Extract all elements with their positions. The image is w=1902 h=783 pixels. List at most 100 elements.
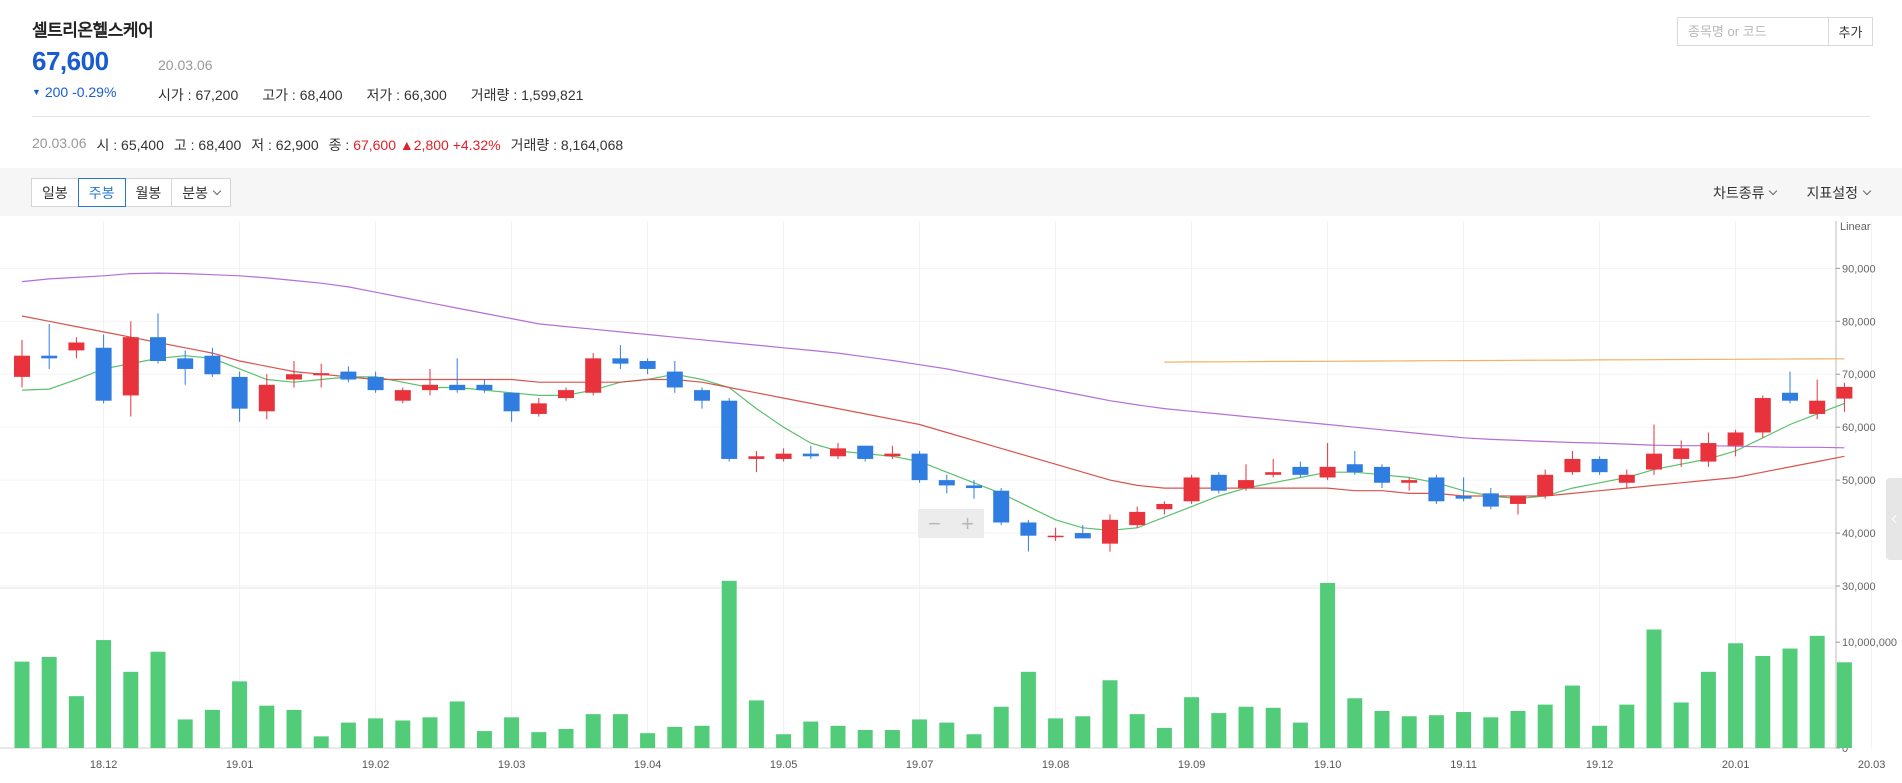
volume-bar: [531, 732, 547, 748]
side-panel-toggle[interactable]: [1886, 478, 1902, 560]
volume-bar: [776, 734, 792, 748]
volume-bar: [912, 719, 928, 748]
chevron-down-icon: [212, 186, 222, 195]
chart-options: 차트종류 지표설정: [1712, 183, 1872, 203]
candle-body: [721, 400, 738, 459]
volume-bar: [504, 717, 520, 748]
candle-body: [258, 384, 275, 412]
candle-body: [340, 371, 357, 380]
candle-body: [394, 390, 411, 401]
x-tick-label: 20.03: [1858, 759, 1886, 771]
candle-body: [95, 347, 112, 401]
volume-bar: [177, 719, 193, 748]
ohlc-high: 고가 : 68,400: [262, 87, 343, 103]
price-chart[interactable]: Linear 30,000 40,000 50,000 60,000 70,000 80,0…: [0, 216, 1902, 783]
period-buttons: 일봉 주봉 월봉 분봉: [31, 178, 232, 207]
summary-close: 종 : 67,600 ▲2,800 +4.32%: [328, 137, 501, 153]
volume-bar: [1456, 712, 1472, 748]
candle-body: [1401, 480, 1418, 483]
candle-body: [585, 358, 602, 393]
volume-bar: [1048, 718, 1064, 748]
candle-body: [231, 376, 248, 409]
candle-body: [1047, 535, 1064, 538]
volume-bar: [1238, 706, 1254, 748]
volume-bar: [1347, 698, 1363, 748]
header-divider: [32, 116, 1870, 117]
candle-body: [1238, 480, 1254, 489]
x-tick-label: 18.12: [90, 759, 118, 771]
volume-bar: [449, 701, 465, 748]
candle-body: [1455, 496, 1472, 499]
scale-label: Linear: [1840, 221, 1871, 233]
x-tick-label: 19.12: [1586, 759, 1614, 771]
volume-bar: [68, 696, 84, 748]
volume-bar: [1184, 697, 1200, 748]
candle-body: [1129, 511, 1146, 526]
period-weekly-button[interactable]: 주봉: [77, 178, 126, 207]
candle-body: [1646, 453, 1662, 470]
volume-bar: [1809, 635, 1825, 748]
volume-bar: [721, 580, 737, 748]
volume-bar: [640, 733, 656, 748]
zoom-out-icon[interactable]: −: [928, 510, 941, 536]
volume-bar: [1619, 704, 1635, 748]
price-date: 20.03.06: [158, 57, 213, 73]
add-button[interactable]: 추가: [1829, 17, 1873, 46]
candle-body: [1700, 443, 1717, 462]
candle-body: [530, 403, 547, 414]
candle-body: [639, 361, 656, 369]
candle-body: [503, 392, 520, 412]
volume-bar: [422, 717, 438, 748]
price-tick-label: 70,000: [1842, 369, 1876, 381]
volume-bar: [993, 706, 1009, 748]
candle-body: [666, 371, 683, 388]
candle-body: [313, 373, 330, 376]
volume-bar: [585, 714, 601, 748]
volume-bar: [340, 722, 356, 748]
candle-body: [558, 390, 574, 399]
price-change: ▼ 200 -0.29%: [32, 84, 116, 100]
indicator-settings-dropdown[interactable]: 지표설정: [1806, 183, 1872, 203]
price-tick-label: 60,000: [1842, 422, 1876, 434]
volume-bar: [1592, 725, 1608, 748]
chart-toolbar: 일봉 주봉 월봉 분봉 차트종류 지표설정: [0, 168, 1902, 216]
x-tick-label: 19.02: [362, 759, 390, 771]
candle-body: [1510, 496, 1526, 504]
candle-body: [1319, 466, 1336, 478]
candle-body: [1102, 519, 1118, 544]
candle-body: [612, 358, 629, 364]
candle-body: [449, 384, 466, 391]
candle-body: [422, 384, 438, 391]
candle-body: [1156, 503, 1173, 510]
candle-body: [1836, 386, 1853, 399]
volume-bar: [884, 730, 900, 748]
price-tick-label: 80,000: [1842, 316, 1876, 328]
period-daily-button[interactable]: 일봉: [31, 178, 79, 207]
candle-body: [1673, 448, 1690, 459]
x-tick-label: 20.01: [1722, 759, 1750, 771]
volume-bar: [1782, 648, 1798, 748]
ohlc-low: 저가 : 66,300: [366, 87, 447, 103]
volume-bar: [1537, 704, 1553, 748]
candle-body: [150, 337, 166, 361]
volume-bar: [966, 734, 982, 748]
search-box: 추가: [1677, 17, 1873, 46]
volume-bar: [1483, 717, 1499, 748]
zoom-in-icon[interactable]: +: [961, 510, 974, 536]
search-input[interactable]: [1677, 17, 1829, 46]
period-minute-button[interactable]: 분봉: [171, 178, 232, 207]
x-tick-label: 19.07: [906, 759, 934, 771]
volume-bar: [123, 671, 139, 748]
volume-bar: [96, 640, 112, 748]
candle-body: [1618, 474, 1635, 483]
candle-body: [830, 448, 846, 457]
chart-type-label: 차트종류: [1712, 185, 1765, 201]
down-arrow-icon: ▼: [32, 87, 41, 97]
zoom-control: − +: [918, 509, 984, 538]
volume-bar: [830, 725, 846, 748]
chart-type-dropdown[interactable]: 차트종류: [1712, 183, 1778, 203]
volume-bar: [1292, 722, 1308, 748]
ohlc-row: 시가 : 67,200 고가 : 68,400 저가 : 66,300 거래량 …: [158, 85, 583, 105]
period-monthly-button[interactable]: 월봉: [124, 178, 173, 207]
volume-bar: [694, 725, 710, 748]
